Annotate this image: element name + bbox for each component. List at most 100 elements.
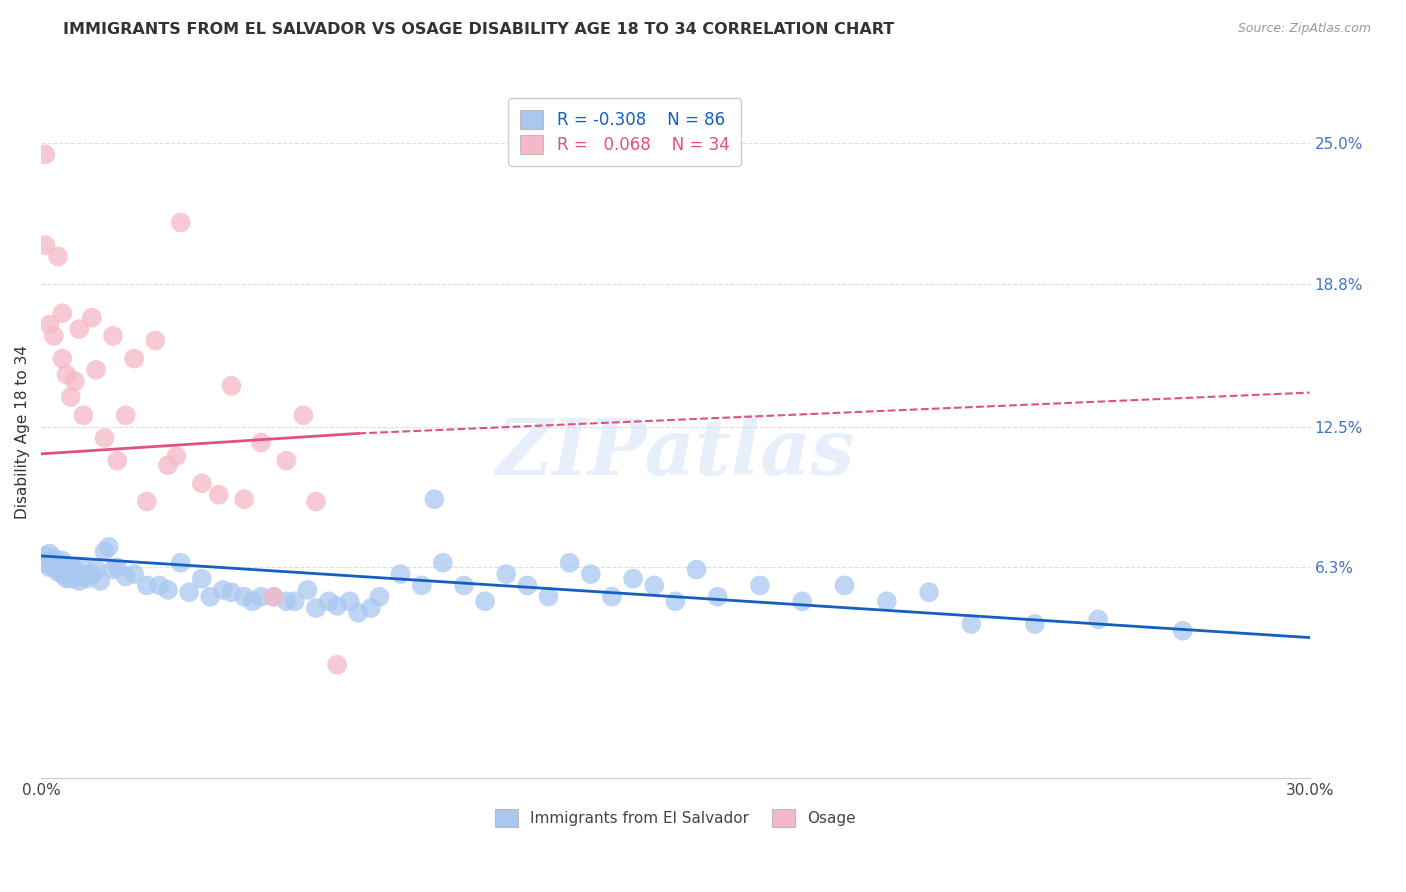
Point <box>250 435 273 450</box>
Point <box>55 565 77 579</box>
Point <box>122 567 145 582</box>
Point <box>423 492 446 507</box>
Point <box>59 390 82 404</box>
Point <box>276 453 298 467</box>
Point <box>55 572 77 586</box>
Text: IMMIGRANTS FROM EL SALVADOR VS OSAGE DISABILITY AGE 18 TO 34 CORRELATION CHART: IMMIGRANTS FROM EL SALVADOR VS OSAGE DIS… <box>63 22 894 37</box>
Point <box>242 594 264 608</box>
Point <box>360 601 382 615</box>
Point <box>143 334 166 348</box>
Point <box>177 585 200 599</box>
Point <box>105 453 128 467</box>
Point <box>122 351 145 366</box>
Y-axis label: Disability Age 18 to 34: Disability Age 18 to 34 <box>15 345 30 519</box>
Point <box>221 585 243 599</box>
Point <box>46 250 69 264</box>
Point <box>38 560 60 574</box>
Point <box>212 582 235 597</box>
Point <box>93 431 115 445</box>
Point <box>156 458 179 473</box>
Point <box>34 147 56 161</box>
Point <box>59 567 82 582</box>
Point <box>34 556 56 570</box>
Point <box>1024 617 1046 632</box>
Point <box>749 578 772 592</box>
Point <box>326 599 349 613</box>
Point <box>67 574 90 588</box>
Point <box>63 374 86 388</box>
Text: ZIPatlas: ZIPatlas <box>496 415 855 491</box>
Point <box>156 582 179 597</box>
Point <box>339 594 361 608</box>
Point <box>165 449 187 463</box>
Point <box>960 617 983 632</box>
Point <box>643 578 665 592</box>
Point <box>101 562 124 576</box>
Legend: Immigrants from El Salvador, Osage: Immigrants from El Salvador, Osage <box>489 803 862 833</box>
Point <box>114 409 136 423</box>
Point <box>297 582 319 597</box>
Point <box>51 351 73 366</box>
Point <box>221 378 243 392</box>
Point <box>97 540 120 554</box>
Point <box>537 590 560 604</box>
Point <box>34 238 56 252</box>
Point <box>38 553 60 567</box>
Point <box>876 594 898 608</box>
Point <box>63 562 86 576</box>
Point <box>1087 612 1109 626</box>
Point <box>579 567 602 582</box>
Point <box>263 590 285 604</box>
Point <box>51 562 73 576</box>
Point <box>834 578 856 592</box>
Point <box>51 558 73 572</box>
Point <box>368 590 391 604</box>
Point <box>46 556 69 570</box>
Point <box>318 594 340 608</box>
Point <box>326 657 349 672</box>
Point <box>685 562 707 576</box>
Point <box>200 590 222 604</box>
Point <box>76 572 98 586</box>
Point <box>233 590 256 604</box>
Point <box>453 578 475 592</box>
Point <box>516 578 538 592</box>
Point <box>34 549 56 563</box>
Point <box>558 556 581 570</box>
Point <box>72 560 94 574</box>
Point <box>84 363 107 377</box>
Point <box>42 556 65 570</box>
Point <box>135 494 157 508</box>
Point <box>250 590 273 604</box>
Point <box>42 551 65 566</box>
Point <box>432 556 454 570</box>
Point <box>38 318 60 332</box>
Point <box>59 560 82 574</box>
Point <box>918 585 941 599</box>
Point <box>284 594 307 608</box>
Point <box>191 476 214 491</box>
Point <box>67 322 90 336</box>
Point <box>169 556 191 570</box>
Point <box>191 572 214 586</box>
Point <box>67 567 90 582</box>
Point <box>389 567 412 582</box>
Point <box>46 565 69 579</box>
Point <box>148 578 170 592</box>
Point <box>305 494 328 508</box>
Point <box>114 569 136 583</box>
Point <box>664 594 686 608</box>
Point <box>51 553 73 567</box>
Point <box>80 567 103 582</box>
Point <box>347 606 370 620</box>
Point <box>1171 624 1194 638</box>
Point <box>101 329 124 343</box>
Point <box>305 601 328 615</box>
Point <box>706 590 728 604</box>
Point <box>55 368 77 382</box>
Point <box>42 329 65 343</box>
Point <box>495 567 517 582</box>
Point <box>84 562 107 576</box>
Point <box>600 590 623 604</box>
Point <box>89 574 111 588</box>
